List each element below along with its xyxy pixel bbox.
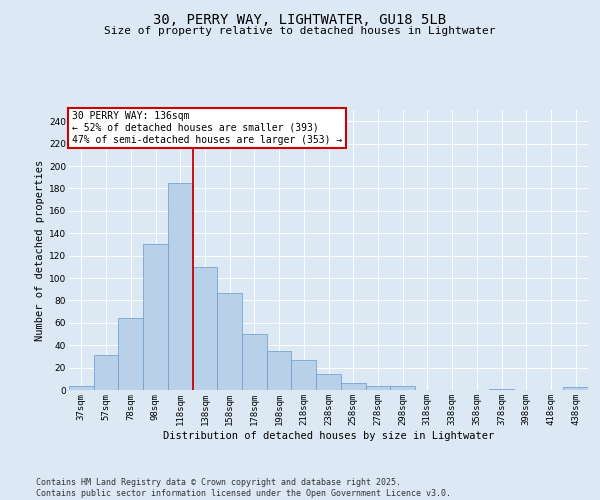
- Bar: [217, 292, 242, 390]
- Text: Contains HM Land Registry data © Crown copyright and database right 2025.
Contai: Contains HM Land Registry data © Crown c…: [36, 478, 451, 498]
- Text: 30 PERRY WAY: 136sqm
← 52% of detached houses are smaller (393)
47% of semi-deta: 30 PERRY WAY: 136sqm ← 52% of detached h…: [71, 112, 342, 144]
- Bar: [316, 374, 341, 390]
- Bar: [118, 318, 143, 390]
- Bar: [242, 334, 267, 390]
- Y-axis label: Number of detached properties: Number of detached properties: [35, 160, 45, 340]
- Bar: [563, 386, 588, 390]
- Bar: [390, 386, 415, 390]
- Bar: [267, 351, 292, 390]
- Bar: [143, 244, 168, 390]
- Bar: [193, 267, 217, 390]
- Bar: [489, 389, 514, 390]
- Bar: [341, 384, 365, 390]
- X-axis label: Distribution of detached houses by size in Lightwater: Distribution of detached houses by size …: [163, 430, 494, 440]
- Bar: [292, 360, 316, 390]
- Text: 30, PERRY WAY, LIGHTWATER, GU18 5LB: 30, PERRY WAY, LIGHTWATER, GU18 5LB: [154, 12, 446, 26]
- Bar: [69, 386, 94, 390]
- Bar: [365, 386, 390, 390]
- Bar: [168, 183, 193, 390]
- Bar: [94, 356, 118, 390]
- Text: Size of property relative to detached houses in Lightwater: Size of property relative to detached ho…: [104, 26, 496, 36]
